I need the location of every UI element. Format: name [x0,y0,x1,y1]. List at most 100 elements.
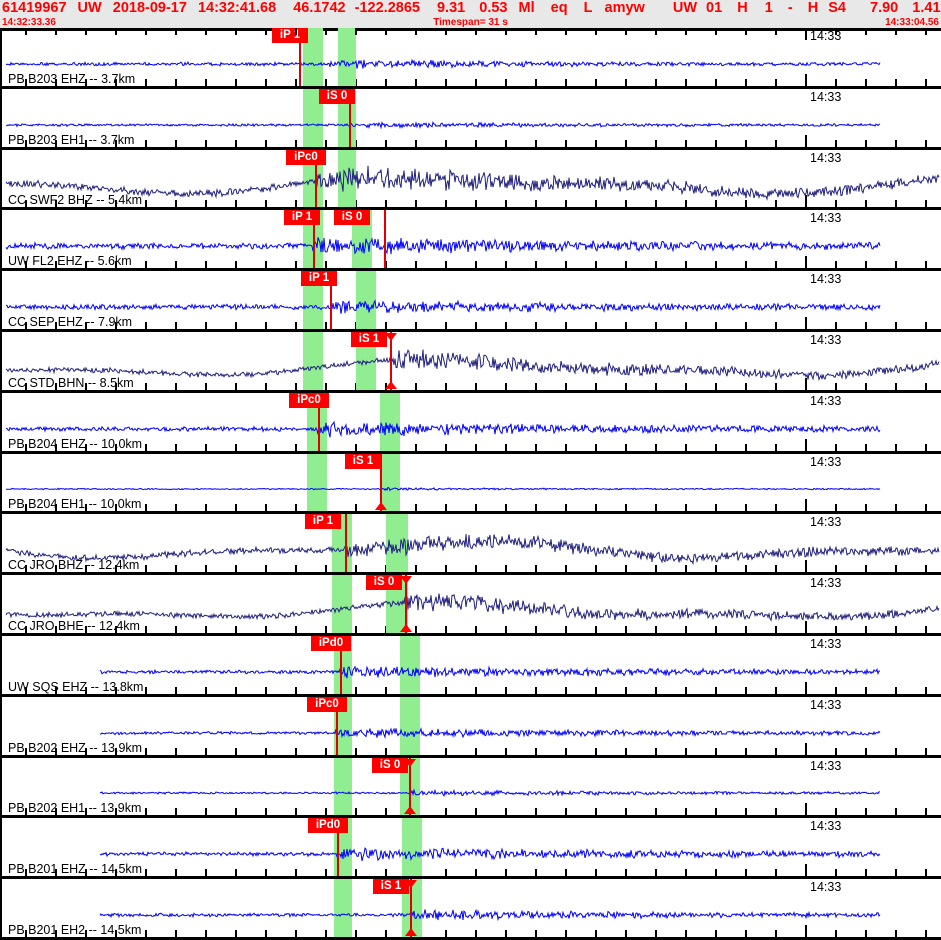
axis-minor-tick [325,748,327,755]
trace-row[interactable]: iP 1 14:33 CC SEP EHZ -- 7.9km [0,271,941,332]
axis-minor-tick [235,383,237,390]
phase-pick-label[interactable]: iS 0 [319,89,355,104]
axis-minor-tick [25,687,27,694]
trace-row[interactable]: iS 1 14:33 CC STD BHN -- 8.5km [0,332,941,393]
axis-minor-tick [115,626,117,633]
trace-row[interactable]: iS 1 14:33 PB B204 EH1 -- 10.0km [0,454,941,514]
waveform-trace [99,726,881,739]
phase-pick-label[interactable]: iS 0 [366,575,402,590]
axis-minor-tick [325,140,327,147]
axis-major-tick [805,743,807,755]
phase-pick-label[interactable]: iS 1 [351,332,387,347]
pick-window-band [356,271,376,329]
phase-pick-line[interactable] [409,758,411,815]
axis-minor-tick [535,261,537,268]
trace-row[interactable]: iS 0 14:33 CC JRO BHE -- 12.4km [0,575,941,636]
axis-minor-tick [265,748,267,755]
phase-pick-label[interactable]: iS 0 [334,210,370,225]
phase-pick-line[interactable] [318,393,320,451]
axis-minor-tick [745,565,747,572]
phase-pick-label[interactable]: iS 1 [345,454,381,469]
axis-minor-tick [295,504,297,511]
phase-pick-label[interactable]: iP 1 [305,514,341,529]
channel-label: PB B204 EH1 -- 10.0km [8,497,142,511]
trace-row[interactable]: iP 1 14:33 CC JRO BHZ -- 12.4km [0,514,941,575]
axis-minor-tick [565,687,567,694]
phase-pick-label[interactable]: iS 1 [373,879,409,894]
axis-minor-tick [265,79,267,86]
trace-row[interactable]: iP 1 14:33 PB B203 EHZ -- 3.7km [0,28,941,89]
phase-pick-line[interactable] [405,575,407,633]
axis-time-label: 14:33 [810,576,842,590]
phase-pick-label[interactable]: iS 0 [372,758,408,773]
phase-pick-line[interactable] [313,210,315,268]
phase-pick-line[interactable] [336,697,338,755]
axis-minor-tick [265,504,267,511]
axis-minor-tick [175,140,177,147]
pick-window-band [334,879,352,937]
axis-minor-tick [895,140,897,147]
phase-pick-label[interactable]: iPd0 [308,818,348,833]
phase-pick-line[interactable] [315,150,317,207]
trace-row[interactable]: iS 0 14:33 PB B202 EH1 -- 13.9km [0,758,941,818]
trace-row[interactable]: iPc0 14:33 CC SWF2 BHZ -- 5.4km [0,150,941,210]
phase-pick-label[interactable]: iPc0 [286,150,326,165]
axis-minor-tick [55,626,57,633]
trace-row[interactable]: iPc0 14:33 PB B204 EHZ -- 10.0km [0,393,941,454]
axis-minor-tick [415,504,417,511]
phase-pick-line[interactable] [410,879,412,937]
phase-pick-line[interactable] [340,636,342,694]
trace-row[interactable]: iPd0 14:33 UW SQS EHZ -- 13.8km [0,636,941,697]
phase-pick-label[interactable]: iP 1 [272,28,308,43]
phase-pick-label[interactable]: iP 1 [284,210,320,225]
phase-pick-line[interactable] [380,454,382,511]
axis-minor-tick [385,28,387,35]
trace-panel[interactable]: iP 1 14:33 PB B203 EHZ -- 3.7km iS 0 14:33 PB… [0,28,941,940]
axis-minor-tick [625,261,627,268]
axis-minor-tick [295,200,297,207]
phase-pick-line[interactable] [345,514,347,572]
axis-minor-tick [685,79,687,86]
axis-minor-tick [265,140,267,147]
axis-minor-tick [895,28,897,35]
phase-pick-line[interactable] [330,271,332,329]
phase-pick-label[interactable]: iPc0 [307,697,347,712]
axis-minor-tick [475,748,477,755]
axis-minor-tick [565,504,567,511]
axis-minor-tick [595,383,597,390]
pick-window-band [380,454,400,511]
axis-minor-tick [685,261,687,268]
axis-major-tick [805,682,807,694]
axis-minor-tick [205,322,207,329]
axis-minor-tick [175,748,177,755]
axis-minor-tick [265,383,267,390]
axis-minor-tick [625,626,627,633]
axis-minor-tick [295,383,297,390]
axis-minor-tick [835,140,837,147]
axis-minor-tick [685,504,687,511]
trace-row[interactable]: iS 1 14:33 PB B201 EH2 -- 14.5km [0,879,941,940]
axis-minor-tick [685,869,687,876]
phase-pick-line[interactable] [349,89,351,147]
trace-row[interactable]: iS 0 14:33 PB B203 EH1 -- 3.7km [0,89,941,150]
axis-minor-tick [295,140,297,147]
axis-minor-tick [145,79,147,86]
axis-minor-tick [25,140,27,147]
phase-pick-line[interactable] [390,332,392,390]
phase-pick-line[interactable] [337,818,339,876]
axis-minor-tick [145,626,147,633]
axis-minor-tick [475,930,477,937]
trace-row[interactable]: iPd0 14:33 PB B201 EHZ -- 14.5km [0,818,941,879]
trace-row[interactable]: iPc0 14:33 PB B202 EHZ -- 13.9km [0,697,941,758]
phase-pick-label[interactable]: iP 1 [301,271,337,286]
axis-minor-tick [895,79,897,86]
phase-pick-label[interactable]: iPd0 [311,636,351,651]
axis-minor-tick [595,869,597,876]
phase-pick-line[interactable] [384,210,386,268]
axis-minor-tick [775,200,777,207]
axis-minor-tick [205,444,207,451]
axis-minor-tick [715,808,717,815]
trace-row[interactable]: iP 1 iS 0 14:33 UW FL2 EHZ -- 5.6km [0,210,941,271]
phase-pick-line[interactable] [299,28,301,86]
phase-pick-label[interactable]: iPc0 [289,393,329,408]
